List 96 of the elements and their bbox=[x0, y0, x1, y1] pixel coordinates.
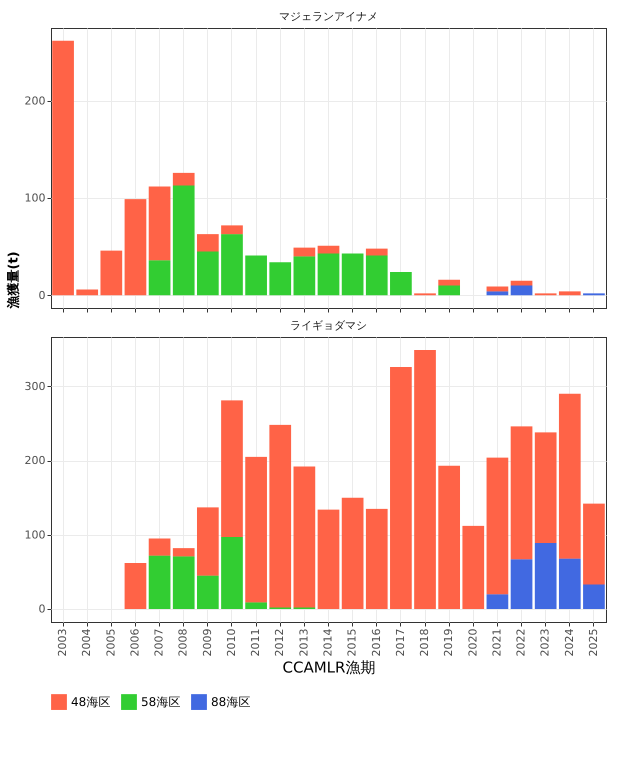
bar bbox=[318, 246, 340, 254]
bar bbox=[294, 248, 316, 256]
bar bbox=[148, 538, 170, 556]
x-tick-label: 2003 bbox=[56, 628, 70, 656]
x-tick-label: 2019 bbox=[442, 628, 456, 656]
bar bbox=[245, 255, 267, 296]
y-tick-label: 300 bbox=[24, 380, 46, 393]
y-axis-title: 漁獲量(t) bbox=[6, 251, 22, 310]
bar bbox=[438, 280, 460, 286]
x-tick-label: 2008 bbox=[176, 628, 190, 656]
bar bbox=[438, 466, 460, 610]
chart-title: ライギョダマシ bbox=[290, 319, 367, 332]
bar bbox=[390, 272, 412, 296]
bar bbox=[100, 250, 122, 296]
bar bbox=[342, 498, 364, 610]
bar bbox=[196, 252, 219, 296]
bar bbox=[148, 556, 170, 610]
bar bbox=[462, 526, 484, 610]
bar bbox=[510, 426, 532, 560]
bar bbox=[196, 507, 219, 576]
bar bbox=[583, 504, 605, 585]
bar bbox=[558, 558, 581, 610]
bar bbox=[366, 248, 388, 256]
bar bbox=[534, 542, 557, 610]
legend-label: 88海区 bbox=[211, 695, 250, 710]
x-axis-title: CCAMLR漁期 bbox=[282, 658, 376, 676]
bar bbox=[221, 234, 243, 296]
chart-title: マジェランアイナメ bbox=[279, 10, 378, 23]
x-tick-label: 2012 bbox=[273, 628, 286, 656]
x-tick-label: 2004 bbox=[80, 628, 94, 656]
x-tick-label: 2020 bbox=[466, 628, 480, 656]
bar bbox=[245, 602, 267, 610]
bar bbox=[510, 559, 532, 610]
bar bbox=[318, 253, 340, 296]
bar bbox=[294, 466, 316, 608]
bar bbox=[366, 508, 388, 610]
bar bbox=[221, 225, 243, 234]
bar bbox=[124, 563, 146, 610]
bar bbox=[558, 394, 581, 559]
y-tick-label: 200 bbox=[24, 94, 46, 108]
bar bbox=[318, 510, 340, 610]
x-tick-label: 2007 bbox=[152, 628, 166, 656]
bar bbox=[148, 260, 170, 296]
x-tick-label: 2014 bbox=[322, 628, 334, 656]
x-tick-label: 2011 bbox=[249, 628, 262, 656]
bar bbox=[76, 289, 98, 296]
x-tick-label: 2005 bbox=[104, 628, 118, 656]
x-tick-label: 2022 bbox=[514, 628, 528, 656]
y-tick-label: 100 bbox=[24, 528, 46, 542]
bar bbox=[172, 185, 195, 296]
bar bbox=[342, 253, 364, 296]
bar bbox=[366, 255, 388, 296]
bar bbox=[124, 199, 146, 296]
legend-label: 58海区 bbox=[141, 695, 180, 710]
bar bbox=[390, 367, 412, 610]
y-tick-label: 200 bbox=[24, 454, 46, 468]
y-tick-label: 0 bbox=[38, 602, 46, 616]
x-tick-label: 2017 bbox=[394, 628, 407, 656]
bar bbox=[52, 40, 74, 296]
bar bbox=[196, 234, 219, 252]
bar bbox=[414, 350, 436, 610]
x-tick-label: 2018 bbox=[418, 628, 432, 656]
x-tick-label: 2025 bbox=[586, 628, 600, 656]
bar bbox=[172, 556, 195, 610]
bar bbox=[269, 424, 292, 608]
x-tick-label: 2016 bbox=[370, 628, 383, 656]
x-tick-label: 2023 bbox=[538, 628, 552, 656]
legend-label: 48海区 bbox=[71, 695, 110, 710]
bar bbox=[486, 286, 508, 292]
x-tick-label: 2013 bbox=[297, 628, 310, 656]
bar bbox=[269, 262, 292, 296]
bar bbox=[486, 291, 508, 296]
x-tick-label: 2010 bbox=[224, 628, 238, 656]
bar bbox=[558, 291, 581, 296]
y-tick-label: 0 bbox=[38, 288, 46, 302]
bar bbox=[510, 280, 532, 286]
x-tick-label: 2024 bbox=[562, 628, 576, 656]
bar bbox=[196, 576, 219, 610]
bar bbox=[583, 584, 605, 610]
x-tick-label: 2009 bbox=[200, 628, 214, 656]
bar bbox=[486, 458, 508, 594]
bar bbox=[172, 548, 195, 556]
bar bbox=[148, 186, 170, 260]
y-tick-label: 100 bbox=[24, 192, 46, 205]
bar bbox=[438, 286, 460, 296]
bar bbox=[510, 286, 532, 296]
bar bbox=[221, 400, 243, 538]
bar bbox=[534, 432, 557, 543]
x-tick-label: 2006 bbox=[128, 628, 142, 656]
x-tick-label: 2015 bbox=[346, 628, 359, 656]
bar bbox=[486, 594, 508, 610]
bar bbox=[294, 256, 316, 296]
bar bbox=[172, 172, 195, 186]
bar bbox=[221, 537, 243, 610]
x-tick-label: 2021 bbox=[490, 628, 504, 656]
bar bbox=[245, 456, 267, 602]
